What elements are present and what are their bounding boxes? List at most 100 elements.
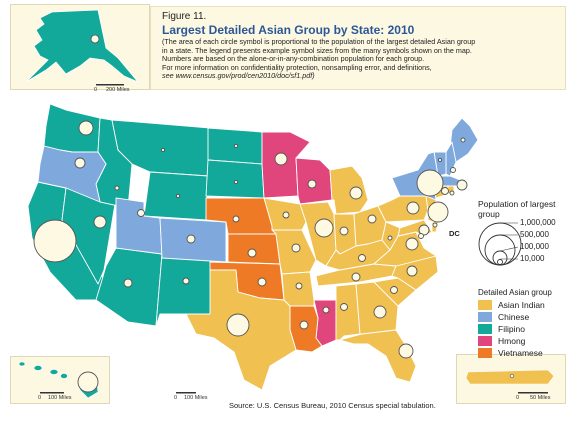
circle-oregon [74, 157, 86, 169]
circle-california [33, 219, 77, 263]
alaska-scale-miles: 200 Miles [106, 87, 130, 93]
circle-virginia [405, 237, 419, 251]
state-florida [339, 329, 417, 383]
note-line: Numbers are based on the alone-or-in-any… [162, 54, 425, 64]
circle-new-jersey [427, 201, 449, 223]
circle-kentucky [358, 254, 366, 262]
circle-alaska [90, 34, 100, 44]
circle-arizona [123, 278, 133, 288]
circle-maine [460, 137, 466, 143]
legend-label: Vietnamese [498, 348, 543, 358]
note-line: in a state. The legend presents example … [162, 45, 472, 55]
circle-texas [226, 313, 250, 337]
circle-north-dakota [233, 143, 239, 149]
circle-florida [398, 343, 414, 359]
circle-minnesota [274, 152, 288, 166]
puerto-rico-scale-bar [518, 392, 548, 394]
circle-nevada [93, 215, 107, 229]
hawaii-island [18, 361, 26, 367]
circle-rhode-island [449, 190, 455, 196]
note-line: For more information on confidentiality … [162, 62, 432, 72]
circle-south-carolina [390, 286, 398, 294]
circle-wyoming [175, 193, 181, 199]
hawaii-scale-zero: 0 [38, 395, 42, 401]
figure-title: Largest Detailed Asian Group by State: 2… [162, 23, 415, 37]
source-note: Source: U.S. Census Bureau, 2010 Census … [229, 401, 436, 410]
puerto-rico-scale-miles: 50 Miles [530, 395, 551, 401]
legend-label: Asian Indian [498, 300, 545, 310]
circle-connecticut [441, 187, 449, 195]
size-legend-label: 100,000 [520, 242, 549, 251]
circle-west-virginia [387, 235, 393, 241]
alaska-scale-bar [96, 84, 124, 86]
circle-ohio [367, 214, 377, 224]
legend-swatch [478, 300, 492, 310]
circle-dc [418, 233, 424, 239]
hawaii-scale-bar [40, 392, 64, 394]
circle-new-hampshire [450, 167, 456, 173]
puerto-rico-scale-zero: 0 [516, 395, 520, 401]
circle-nebraska [232, 215, 240, 223]
circle-pennsylvania [406, 201, 420, 215]
legend-label: Hmong [498, 336, 526, 346]
size-legend-circle-10000 [497, 259, 503, 265]
circle-wisconsin [307, 179, 317, 189]
mainland-scale-miles: 100 Miles [184, 395, 208, 401]
circle-michigan [349, 186, 363, 200]
circle-puerto-rico [509, 373, 515, 379]
legend-swatch [478, 348, 492, 358]
size-legend-label: 10,000 [520, 254, 545, 263]
circle-hawaii [77, 371, 99, 393]
circle-montana [160, 147, 166, 153]
size-legend-leader [499, 246, 519, 252]
circle-missouri [291, 243, 301, 253]
state-alaska [25, 9, 139, 83]
hawaii-island [33, 365, 43, 371]
legend-swatch [478, 336, 492, 346]
circle-utah [137, 209, 145, 217]
size-legend-label: 1,000,000 [520, 218, 556, 227]
circle-illinois [314, 218, 334, 238]
category-legend-title: Detailed Asian group [478, 288, 552, 297]
hawaii-island [49, 369, 59, 375]
size-legend-label: 500,000 [520, 230, 549, 239]
legend-label: Chinese [498, 312, 530, 322]
figure-note: (The area of each circle symbol is propo… [162, 37, 558, 81]
hawaii-island [60, 373, 68, 379]
circle-new-york [416, 169, 444, 197]
circle-mississippi [322, 306, 330, 314]
hawaii-scale-miles: 100 Miles [48, 395, 72, 401]
header-panel [150, 6, 566, 90]
legend-swatch [478, 312, 492, 322]
circle-iowa [282, 211, 290, 219]
figure-number: Figure 11. [162, 11, 207, 22]
circle-louisiana [299, 320, 309, 330]
dc-label: DC [449, 229, 460, 238]
circle-indiana [339, 226, 349, 236]
circle-new-mexico [182, 277, 190, 285]
circle-alabama [340, 303, 348, 311]
mainland-scale-bar [176, 392, 196, 394]
circle-tennessee [351, 272, 361, 282]
circle-massachusetts [456, 179, 468, 191]
circle-idaho [114, 185, 120, 191]
circle-colorado [186, 234, 196, 244]
alaska-scale-zero: 0 [94, 87, 98, 93]
legend-swatch [478, 324, 492, 334]
circle-maryland [418, 224, 430, 236]
circle-georgia [373, 305, 387, 319]
circle-north-carolina [406, 265, 418, 277]
mainland-scale-zero: 0 [174, 395, 178, 401]
circle-kansas [247, 248, 257, 258]
size-legend-title: Population of largest group [478, 199, 556, 219]
circle-south-dakota [233, 179, 239, 185]
legend-label: Filipino [498, 324, 525, 334]
circle-washington [78, 120, 94, 136]
circle-delaware [432, 222, 438, 228]
